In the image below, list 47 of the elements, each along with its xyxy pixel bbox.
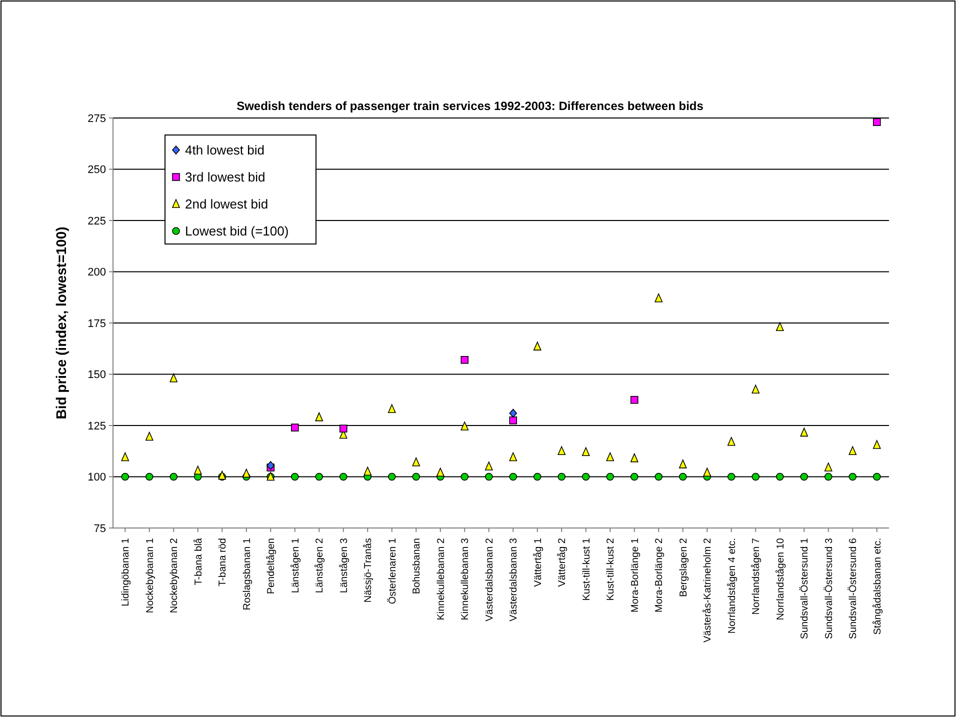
x-tick-label: Norrlandstågen 4 etc. bbox=[726, 538, 738, 634]
x-tick-label: Västerdalsbanan 3 bbox=[508, 538, 520, 622]
y-tick-label: 75 bbox=[94, 522, 106, 535]
x-tick-label: Sundsvall-Östersund 6 bbox=[847, 538, 860, 640]
legend-label: 2nd lowest bid bbox=[185, 196, 268, 212]
x-tick-label: Stångådalsbanan etc. bbox=[871, 538, 884, 635]
legend-label: 4th lowest bid bbox=[185, 142, 264, 158]
x-tick-label: Nässjö-Tranås bbox=[362, 538, 374, 603]
x-tick-label: Bohusbanan bbox=[412, 538, 423, 594]
y-tick-label: 175 bbox=[88, 318, 106, 330]
x-tick-label: T-bana blå bbox=[192, 538, 204, 586]
x-tick-label: Länstågen 3 bbox=[338, 538, 350, 594]
y-axis-title: Bid price (index, lowest=100) bbox=[53, 226, 69, 420]
y-tick-label: 150 bbox=[88, 369, 106, 382]
x-tick-label: Nockebybanan 1 bbox=[144, 538, 156, 614]
x-tick-label: Västerås-Katrineholm 2 bbox=[702, 538, 714, 642]
y-tick-label: 125 bbox=[88, 420, 106, 432]
x-tick-label: Kinnekullebanan 3 bbox=[460, 538, 472, 620]
x-tick-label: Länstågen 2 bbox=[314, 538, 326, 594]
x-tick-label: Norrlandstågen 7 bbox=[750, 538, 762, 615]
legend-label: Lowest bid (=100) bbox=[185, 224, 289, 239]
y-tick-label: 275 bbox=[88, 112, 106, 125]
y-tick-label: 200 bbox=[88, 266, 106, 279]
x-tick-label: Kust-till-kust 1 bbox=[581, 538, 592, 601]
x-tick-label: Kust-till-kust 2 bbox=[606, 538, 617, 601]
x-tick-label: Mora-Borlänge 1 bbox=[630, 538, 641, 612]
y-tick-label: 100 bbox=[88, 472, 106, 484]
x-tick-label: Vättertåg 2 bbox=[556, 538, 568, 587]
x-tick-label: Sundsvall-Östersund 3 bbox=[822, 538, 835, 640]
y-tick-label: 225 bbox=[88, 215, 106, 228]
legend-label: 3rd lowest bid bbox=[185, 170, 266, 185]
x-tick-label: Österlenaren 1 bbox=[386, 538, 398, 604]
x-tick-label: Mora-Borlänge 2 bbox=[654, 538, 666, 612]
y-tick-label: 250 bbox=[88, 164, 106, 176]
x-tick-label: Norrlandstågen 10 bbox=[774, 538, 786, 620]
x-tick-label: Bergslagen 2 bbox=[678, 538, 690, 597]
x-tick-label: Nockebybanan 2 bbox=[169, 538, 180, 614]
x-tick-label: Västerdalsbanan 2 bbox=[484, 538, 496, 622]
x-tick-label: Sundsvall-Östersund 1 bbox=[798, 538, 811, 640]
x-tick-label: Lidingöbanan 1 bbox=[120, 538, 132, 606]
x-tick-label: T-bana röd bbox=[218, 538, 229, 586]
x-tick-label: Roslagsbanan 1 bbox=[242, 538, 253, 610]
chart-title: Swedish tenders of passenger train services 1992-2003: Differences between bids bbox=[236, 99, 704, 113]
x-tick-label: Vättertåg 1 bbox=[532, 538, 544, 587]
x-tick-label: Länstågen 1 bbox=[289, 538, 302, 594]
x-tick-label: Kinnekullebanan 2 bbox=[436, 538, 447, 620]
x-tick-label: Pendeltågen bbox=[265, 538, 278, 594]
